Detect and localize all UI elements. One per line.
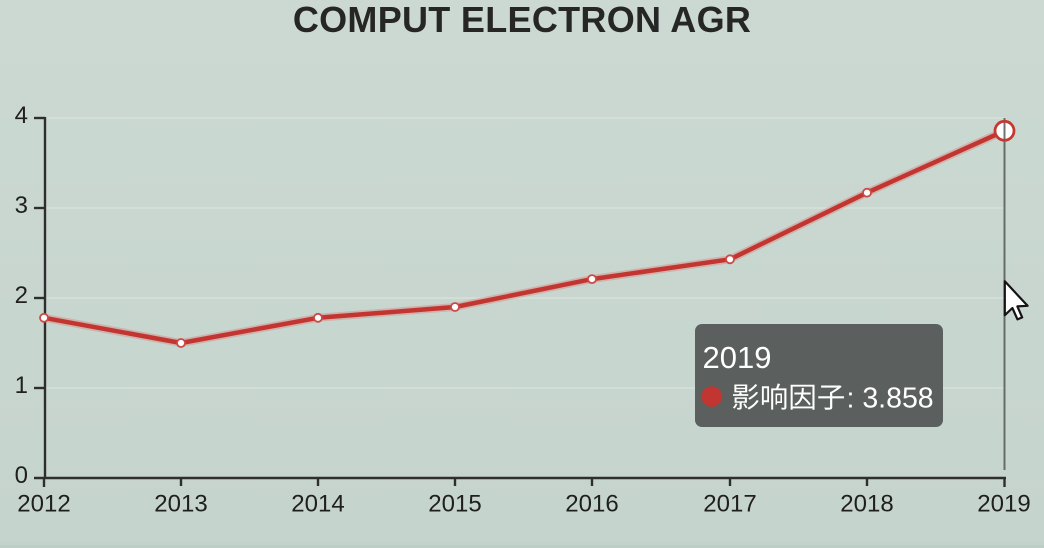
svg-text:2017: 2017 bbox=[703, 491, 756, 518]
svg-text:0: 0 bbox=[15, 462, 28, 489]
svg-text:2015: 2015 bbox=[428, 491, 481, 518]
svg-text:1: 1 bbox=[15, 372, 28, 399]
svg-text:2018: 2018 bbox=[840, 491, 893, 518]
svg-text:2014: 2014 bbox=[291, 491, 344, 518]
svg-text:2013: 2013 bbox=[154, 491, 207, 518]
svg-text:2019: 2019 bbox=[703, 340, 772, 375]
svg-text:: 3.858: : 3.858 bbox=[847, 383, 934, 415]
svg-text:4: 4 bbox=[15, 102, 28, 129]
svg-text:2012: 2012 bbox=[17, 491, 70, 518]
svg-text:2019: 2019 bbox=[977, 491, 1030, 518]
svg-text:COMPUT ELECTRON AGR: COMPUT ELECTRON AGR bbox=[293, 0, 751, 40]
svg-text:3: 3 bbox=[15, 192, 28, 219]
svg-text:2: 2 bbox=[15, 282, 28, 309]
svg-text:2016: 2016 bbox=[565, 491, 618, 518]
